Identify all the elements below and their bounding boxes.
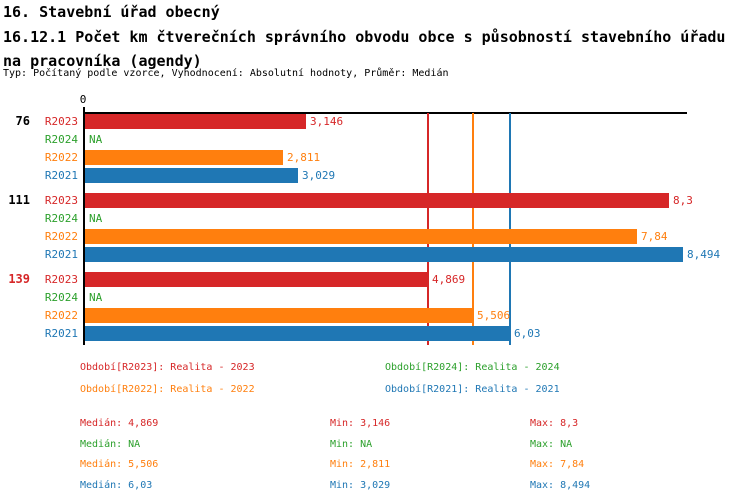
legend-item: Období[R2024]: Realita - 2024	[385, 362, 560, 373]
stats-median-value: Medián: 6,03	[80, 479, 153, 491]
bar-value-label: 5,506	[477, 309, 511, 322]
y-axis-line	[83, 107, 85, 345]
stats-row: Medián: 4,869 Min: 3,146 Max: 8,3	[80, 414, 720, 435]
bar-r2021	[85, 247, 683, 262]
bar-series-label: R2022	[44, 309, 78, 322]
stats-min-value: Min: 2,811	[330, 459, 391, 470]
group-label: 111	[8, 193, 30, 207]
group-label: 76	[15, 114, 30, 128]
stats-median-value: Medián: 5,506	[80, 459, 159, 470]
bar-value-label: 4,869	[432, 273, 466, 286]
bar-r2021	[85, 326, 510, 341]
page-title: 16. Stavební úřad obecný	[3, 3, 220, 21]
bar-value-label: NA	[89, 212, 103, 225]
bar-series-label: R2024	[44, 291, 78, 304]
bar-series-label: R2021	[44, 327, 78, 340]
bar-value-label: 8,3	[673, 194, 693, 207]
bar-value-label: 3,146	[310, 115, 344, 128]
legend: Období[R2023]: Realita - 2023 Období[R202…	[80, 361, 700, 397]
stats-max-value: Max: NA	[530, 438, 573, 450]
bar-r2021	[85, 168, 298, 183]
bar-r2023	[85, 193, 669, 208]
chart-meta-info: Typ: Počítaný podle vzorce, Vyhodnocení:…	[3, 68, 449, 79]
x-axis-line	[83, 112, 687, 114]
stats-row: Medián: 5,506 Min: 2,811 Max: 7,84	[80, 455, 720, 476]
legend-item: Období[R2023]: Realita - 2023	[80, 362, 255, 373]
bar-series-label: R2024	[44, 133, 78, 146]
bar-value-label: 2,811	[287, 151, 321, 164]
stats-row: Medián: NA Min: NA Max: NA	[80, 435, 720, 456]
legend-item: Období[R2021]: Realita - 2021	[385, 384, 560, 395]
bar-value-label: NA	[89, 291, 103, 304]
bar-series-label: R2022	[44, 230, 78, 243]
bar-series-label: R2021	[44, 248, 78, 261]
chart-subtitle: 16.12.1 Počet km čtverečních správního o…	[3, 28, 726, 70]
bar-series-label: R2024	[44, 212, 78, 225]
bar-series-label: R2022	[44, 151, 78, 164]
stats-row: Medián: 6,03 Min: 3,029 Max: 8,494	[80, 476, 720, 497]
stats-median-value: Medián: 4,869	[80, 418, 159, 429]
stats-min-value: Min: 3,146	[330, 418, 391, 429]
legend-item: Období[R2022]: Realita - 2022	[80, 384, 255, 395]
bar-series-label: R2023	[44, 115, 78, 128]
stats-panel: Medián: 4,869 Min: 3,146 Max: 8,3 Medián: N…	[80, 414, 720, 496]
bar-value-label: 6,03	[514, 327, 541, 340]
bar-r2023	[85, 272, 428, 287]
bar-value-label: 7,84	[641, 230, 668, 243]
bar-r2022	[85, 150, 283, 165]
bar-series-label: R2023	[44, 273, 78, 286]
bar-series-label: R2021	[44, 169, 78, 182]
bar-r2022	[85, 308, 473, 323]
bar-value-label: 8,494	[687, 248, 721, 261]
stats-min-value: Min: NA	[330, 438, 373, 450]
x-axis-zero-label: 0	[79, 93, 87, 106]
stats-min-value: Min: 3,029	[330, 479, 391, 491]
bar-value-label: NA	[89, 133, 103, 146]
bar-value-label: 3,029	[302, 169, 336, 182]
stats-max-value: Max: 8,3	[530, 418, 579, 429]
stats-max-value: Max: 7,84	[530, 459, 585, 470]
bar-r2023	[85, 114, 306, 129]
group-label: 139	[8, 272, 30, 286]
stats-median-value: Medián: NA	[80, 438, 141, 450]
bar-series-label: R2023	[44, 194, 78, 207]
bar-r2022	[85, 229, 637, 244]
stats-max-value: Max: 8,494	[530, 479, 591, 491]
